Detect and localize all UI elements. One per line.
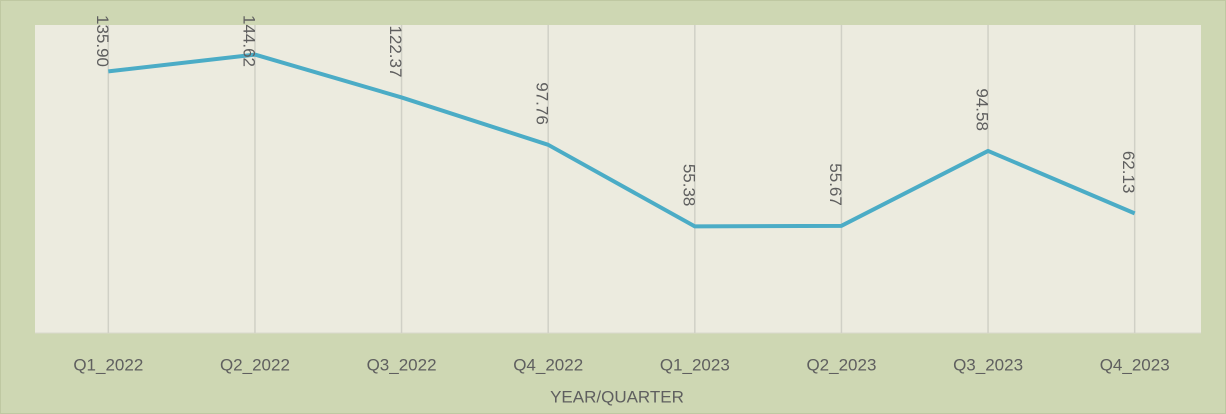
x-tick-label: Q4_2023 <box>1100 355 1170 374</box>
data-label: 94.58 <box>973 88 992 131</box>
x-tick-label: Q1_2023 <box>660 355 730 374</box>
x-tick-label: Q3_2022 <box>367 355 437 374</box>
data-label: 55.38 <box>679 164 698 207</box>
x-tick-label: Q3_2023 <box>953 355 1023 374</box>
x-tick-label: Q1_2022 <box>73 355 143 374</box>
x-tick-label: Q4_2022 <box>513 355 583 374</box>
plot-area <box>35 25 1201 333</box>
data-label: 122.37 <box>386 25 405 77</box>
data-label: 144.62 <box>239 15 258 67</box>
x-tick-label: Q2_2022 <box>220 355 290 374</box>
x-axis-title: YEAR/QUARTER <box>550 387 684 406</box>
data-label: 135.90 <box>93 15 112 67</box>
x-tick-label: Q2_2023 <box>806 355 876 374</box>
data-label: 97.76 <box>533 82 552 125</box>
data-label: 62.13 <box>1119 151 1138 194</box>
line-series <box>108 52 1136 229</box>
data-label: 55.67 <box>826 163 845 206</box>
